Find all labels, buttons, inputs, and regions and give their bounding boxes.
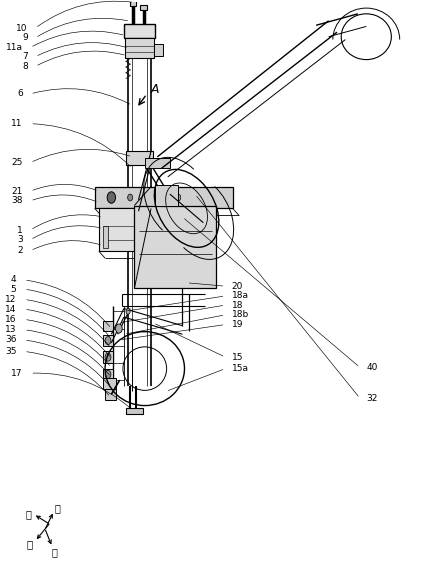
- Text: 40: 40: [366, 363, 378, 372]
- Circle shape: [107, 192, 116, 203]
- Bar: [154, 44, 163, 56]
- Text: 前: 前: [27, 539, 33, 550]
- Bar: [125, 39, 154, 58]
- Text: 右: 右: [51, 547, 57, 557]
- Circle shape: [127, 194, 133, 201]
- Text: 左: 左: [25, 509, 31, 519]
- Text: 17: 17: [11, 369, 23, 378]
- Text: 16: 16: [5, 315, 16, 324]
- Text: 35: 35: [5, 347, 16, 356]
- Bar: [103, 226, 108, 248]
- Text: 11a: 11a: [6, 43, 23, 52]
- Text: 36: 36: [5, 335, 16, 344]
- Text: 10: 10: [16, 24, 28, 33]
- Text: 38: 38: [11, 196, 23, 206]
- Bar: [126, 151, 153, 165]
- Text: 18: 18: [232, 301, 243, 309]
- Bar: [99, 209, 178, 251]
- Text: 4: 4: [11, 275, 16, 285]
- Bar: [140, 5, 147, 10]
- Text: 18a: 18a: [232, 291, 249, 301]
- Text: 15: 15: [232, 353, 243, 362]
- Text: 14: 14: [5, 305, 16, 313]
- Text: 11: 11: [11, 119, 23, 128]
- Circle shape: [116, 324, 122, 333]
- Bar: [95, 187, 233, 209]
- Bar: [103, 378, 116, 389]
- Bar: [126, 407, 143, 414]
- Text: 15a: 15a: [232, 364, 249, 373]
- Text: 5: 5: [11, 285, 16, 294]
- Text: 19: 19: [232, 320, 243, 329]
- Text: 2: 2: [17, 246, 23, 255]
- Bar: [103, 369, 114, 380]
- Text: 18b: 18b: [232, 310, 249, 319]
- Bar: [124, 24, 155, 39]
- Bar: [145, 158, 170, 168]
- Circle shape: [105, 370, 111, 378]
- Bar: [155, 185, 178, 206]
- Text: 3: 3: [17, 236, 23, 244]
- Bar: [103, 351, 114, 363]
- Bar: [134, 206, 216, 289]
- Text: 6: 6: [17, 89, 23, 98]
- Bar: [130, 0, 136, 6]
- Text: 1: 1: [17, 226, 23, 234]
- Bar: [105, 389, 116, 400]
- Bar: [103, 335, 114, 346]
- Circle shape: [105, 353, 111, 361]
- Text: 32: 32: [366, 394, 378, 403]
- Bar: [103, 321, 114, 331]
- Circle shape: [176, 194, 181, 201]
- Circle shape: [126, 309, 130, 314]
- Text: 13: 13: [5, 325, 16, 334]
- Text: 8: 8: [22, 62, 28, 71]
- Circle shape: [105, 336, 111, 344]
- Text: 7: 7: [22, 52, 28, 61]
- Text: A: A: [151, 83, 160, 96]
- Text: 21: 21: [11, 187, 23, 196]
- Text: 12: 12: [5, 295, 16, 304]
- Text: 9: 9: [22, 33, 28, 43]
- Text: 后: 后: [54, 503, 60, 513]
- Text: 25: 25: [11, 158, 23, 167]
- Text: 20: 20: [232, 282, 243, 291]
